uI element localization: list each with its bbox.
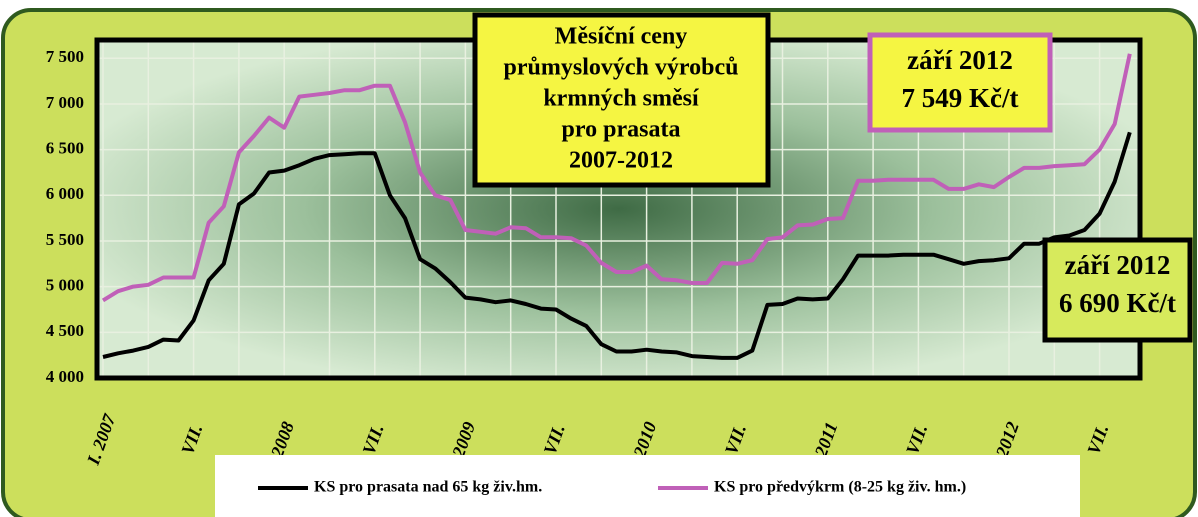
series-line — [102, 131, 1132, 360]
chart-title: pro prasata — [562, 117, 681, 143]
legend-label: KS pro prasata nad 65 kg živ.hm. — [314, 479, 542, 496]
y-tick-label: 7 500 — [46, 47, 84, 66]
title-box — [472, 12, 771, 188]
chart-title: 2007-2012 — [569, 148, 673, 174]
annotation: září 2012 — [907, 45, 1013, 75]
annotation-box — [1042, 237, 1193, 343]
y-tick-label: 4 500 — [46, 321, 84, 340]
annotation: 7 549 Kč/t — [902, 83, 1019, 113]
y-tick-label: 7 000 — [46, 93, 84, 112]
y-tick-label: 6 000 — [46, 184, 84, 203]
chart-title: krmných směsí — [543, 86, 699, 112]
y-tick-label: 4 000 — [46, 367, 84, 386]
y-tick-label: 6 500 — [46, 139, 84, 158]
legend-box — [215, 455, 1080, 517]
legend-label: KS pro předvýkrm (8-25 kg živ. hm.) — [714, 479, 966, 496]
annotation: září 2012 — [1065, 250, 1171, 280]
y-tick-label: 5 500 — [46, 230, 84, 249]
chart-title: průmyslových výrobců — [504, 55, 739, 81]
annotation: 6 690 Kč/t — [1059, 288, 1176, 318]
y-tick-label: 5 000 — [46, 276, 84, 295]
annotation-box — [867, 32, 1053, 133]
chart-title: Měsíční ceny — [555, 24, 688, 50]
series-line — [101, 53, 1132, 303]
